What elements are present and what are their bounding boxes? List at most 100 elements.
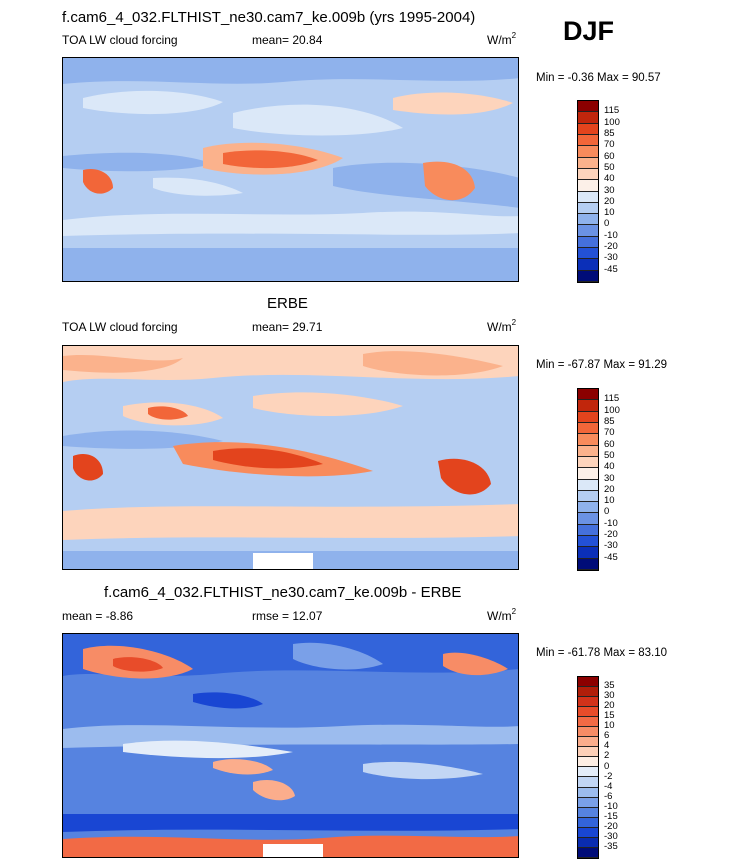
colorbar-swatch: [578, 807, 598, 818]
colorbar-swatch: [578, 687, 598, 698]
panel2-mean: mean= 29.71: [252, 320, 323, 334]
panel1-minmax: Min = -0.36 Max = 90.57: [536, 72, 661, 84]
colorbar-swatch: [578, 168, 598, 181]
colorbar-tick-label: 30: [604, 690, 615, 702]
colorbar-tick-label: 115: [604, 393, 620, 405]
colorbar-swatch: [578, 180, 598, 192]
panel1-colorbar: [577, 100, 599, 283]
colorbar-tick-label: -45: [604, 551, 618, 563]
colorbar-tick-label: -20: [604, 820, 618, 832]
colorbar-tick-label: -30: [604, 252, 618, 264]
colorbar-tick-label: -2: [604, 770, 613, 782]
colorbar-swatch: [578, 259, 598, 271]
colorbar-tick-label: -10: [604, 800, 618, 812]
colorbar-swatch: [578, 101, 598, 113]
colorbar-swatch: [578, 214, 598, 226]
colorbar-swatch: [578, 707, 598, 718]
colorbar-swatch: [578, 225, 598, 237]
colorbar-tick-label: -35: [604, 840, 618, 852]
colorbar-swatch: [578, 202, 598, 215]
colorbar-swatch: [578, 468, 598, 480]
panel2-colorbar: [577, 388, 599, 571]
colorbar-swatch: [578, 757, 598, 768]
colorbar-tick-label: -15: [604, 810, 618, 822]
panel1-mean: mean= 20.84: [252, 33, 323, 47]
colorbar-tick-label: 20: [604, 195, 615, 207]
colorbar-tick-label: 40: [604, 461, 615, 473]
colorbar-swatch: [578, 456, 598, 469]
colorbar-tick-label: 60: [604, 150, 615, 162]
colorbar-swatch: [578, 191, 598, 203]
colorbar-tick-label: 85: [604, 415, 615, 427]
colorbar-swatch: [578, 536, 598, 548]
colorbar-tick-label: 100: [604, 116, 620, 128]
colorbar-tick-label: 50: [604, 449, 615, 461]
colorbar-swatch: [578, 445, 598, 457]
colorbar-swatch: [578, 490, 598, 503]
colorbar-tick-label: -4: [604, 780, 613, 792]
panel2-units: W/m2: [487, 318, 517, 334]
colorbar-swatch: [578, 479, 598, 491]
colorbar-swatch: [578, 524, 598, 537]
panel3-rmse: rmse = 12.07: [252, 609, 323, 623]
colorbar-tick-label: 0: [604, 218, 610, 230]
panel2-map: [62, 345, 519, 570]
season-label: DJF: [563, 16, 615, 46]
colorbar-swatch: [578, 112, 598, 124]
colorbar-tick-label: -6: [604, 790, 613, 802]
colorbar-tick-label: 2: [604, 750, 610, 762]
colorbar-tick-label: 50: [604, 161, 615, 173]
panel2-variable-label: TOA LW cloud forcing: [62, 320, 178, 334]
colorbar-tick-label: 10: [604, 720, 615, 732]
colorbar-tick-label: -20: [604, 529, 618, 541]
panel2-minmax: Min = -67.87 Max = 91.29: [536, 359, 668, 371]
panel3-minmax: Min = -61.78 Max = 83.10: [536, 647, 668, 659]
colorbar-swatch: [578, 697, 598, 708]
colorbar-swatch: [578, 248, 598, 260]
colorbar-swatch: [578, 157, 598, 169]
colorbar-swatch: [578, 817, 598, 828]
panel3-colorbar: [577, 676, 599, 859]
colorbar-swatch: [578, 727, 598, 738]
colorbar-tick-label: -30: [604, 540, 618, 552]
colorbar-swatch: [578, 434, 598, 446]
colorbar-tick-label: 6: [604, 730, 610, 742]
colorbar-tick-label: 4: [604, 740, 610, 752]
colorbar-tick-label: -20: [604, 241, 618, 253]
colorbar-swatch: [578, 558, 598, 570]
colorbar-swatch: [578, 717, 598, 728]
colorbar-tick-label: 0: [604, 506, 610, 518]
colorbar-tick-label: 70: [604, 427, 615, 439]
colorbar-swatch: [578, 747, 598, 758]
colorbar-swatch: [578, 502, 598, 514]
colorbar-tick-label: -30: [604, 830, 618, 842]
colorbar-tick-label: -10: [604, 229, 618, 241]
panel1-units: W/m2: [487, 31, 517, 47]
colorbar-tick-label: 30: [604, 184, 615, 196]
colorbar-swatch: [578, 797, 598, 808]
colorbar-tick-label: 30: [604, 472, 615, 484]
colorbar-tick-label: 0: [604, 760, 610, 772]
colorbar-tick-label: 15: [604, 710, 615, 722]
colorbar-swatch: [578, 777, 598, 788]
colorbar-tick-label: -10: [604, 517, 618, 529]
colorbar-tick-label: 115: [604, 105, 620, 117]
colorbar-swatch: [578, 422, 598, 435]
colorbar-swatch: [578, 847, 598, 858]
colorbar-swatch: [578, 400, 598, 412]
colorbar-swatch: [578, 123, 598, 135]
colorbar-tick-label: 10: [604, 207, 615, 219]
colorbar-swatch: [578, 547, 598, 559]
colorbar-tick-label: 100: [604, 404, 620, 416]
colorbar-swatch: [578, 146, 598, 158]
colorbar-tick-label: -45: [604, 263, 618, 275]
colorbar-swatch: [578, 134, 598, 147]
colorbar-swatch: [578, 767, 598, 778]
panel3-map: [62, 633, 519, 858]
colorbar-tick-label: 35: [604, 680, 615, 692]
panel2-title: ERBE: [267, 295, 308, 312]
panel1-title: f.cam6_4_032.FLTHIST_ne30.cam7_ke.009b (…: [62, 9, 476, 26]
colorbar-swatch: [578, 837, 598, 848]
colorbar-swatch: [578, 236, 598, 249]
colorbar-tick-label: 60: [604, 438, 615, 450]
